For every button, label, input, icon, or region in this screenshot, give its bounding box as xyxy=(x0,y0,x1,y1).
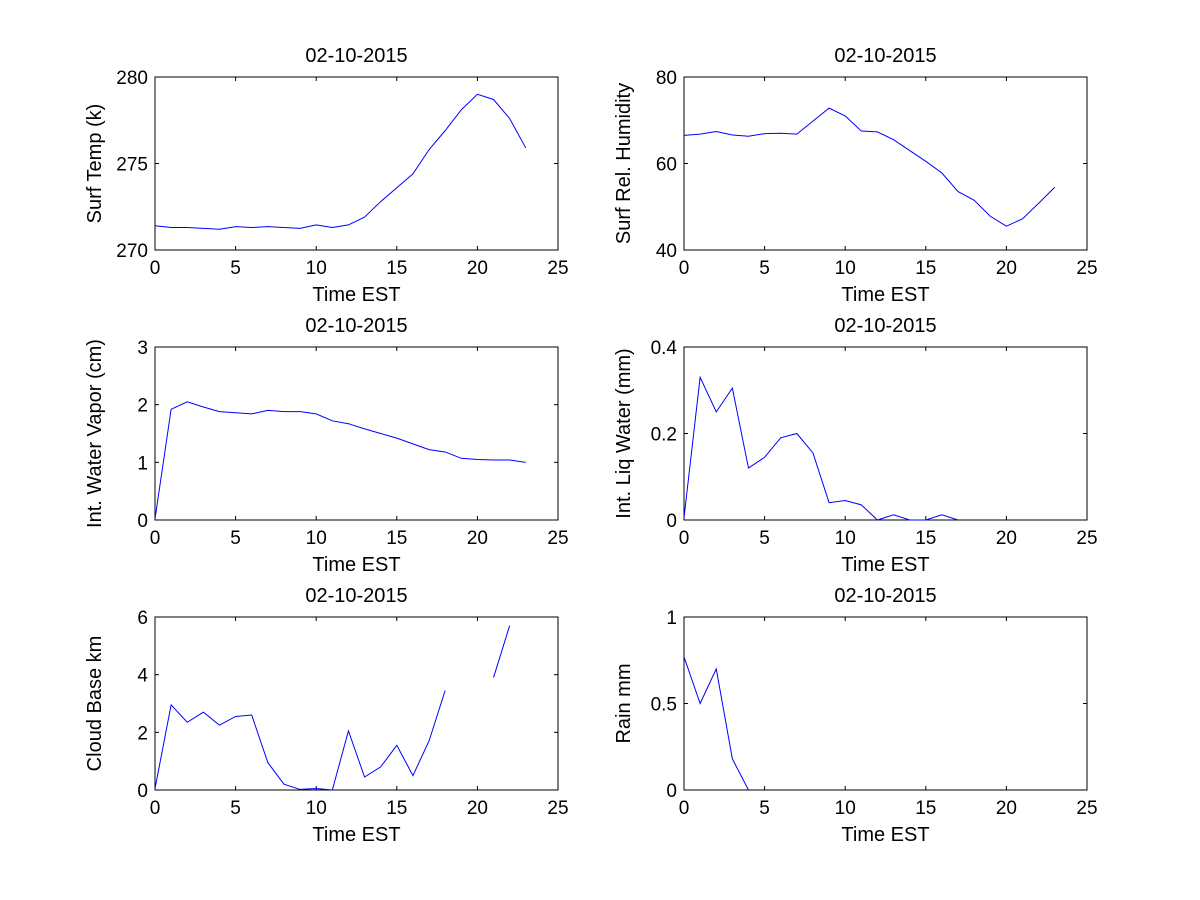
x-tick-label: 20 xyxy=(467,798,488,819)
x-tick-label: 25 xyxy=(1076,528,1097,549)
y-tick-label: 1 xyxy=(666,608,677,629)
chart-title: 02-10-2015 xyxy=(834,315,936,337)
x-tick-label: 15 xyxy=(915,798,936,819)
x-tick-label: 5 xyxy=(230,798,241,819)
x-tick-label: 15 xyxy=(386,258,407,279)
x-axis-label: Time EST xyxy=(312,284,400,306)
x-tick-label: 0 xyxy=(150,258,161,279)
axes-frame xyxy=(154,346,559,521)
chart-title: 02-10-2015 xyxy=(834,585,936,607)
axes-frame xyxy=(683,76,1088,251)
chart-title: 02-10-2015 xyxy=(305,315,407,337)
y-tick-label: 0 xyxy=(666,511,677,532)
x-tick-label: 15 xyxy=(915,528,936,549)
series-line xyxy=(154,690,446,791)
chart-title: 02-10-2015 xyxy=(834,45,936,67)
x-tick-label: 0 xyxy=(679,528,690,549)
x-tick-label: 10 xyxy=(835,258,856,279)
surf-humidity-chart: 0 5 10 15 20 25 40 60 80 02-10-2015 Time EST Surf R… xyxy=(613,45,1098,306)
y-tick-label: 270 xyxy=(116,241,148,262)
series-line xyxy=(683,375,959,521)
y-axis-label: Surf Rel. Humidity xyxy=(613,83,635,244)
y-tick-label: 3 xyxy=(137,338,148,359)
y-axis-label: Surf Temp (k) xyxy=(84,104,106,224)
y-axis-label: Int. Water Vapor (cm) xyxy=(84,339,106,528)
x-tick-label: 10 xyxy=(835,528,856,549)
y-tick-label: 40 xyxy=(656,241,677,262)
x-tick-label: 10 xyxy=(306,258,327,279)
axes-frame xyxy=(683,346,1088,521)
x-tick-label: 5 xyxy=(230,258,241,279)
x-tick-label: 0 xyxy=(150,528,161,549)
y-tick-label: 0 xyxy=(137,781,148,802)
x-axis-label: Time EST xyxy=(312,554,400,576)
y-tick-label: 60 xyxy=(656,155,677,176)
y-tick-label: 0.5 xyxy=(651,695,677,716)
x-tick-label: 5 xyxy=(759,258,770,279)
water-vapor-chart: 0 5 10 15 20 25 0 1 2 3 02-10-2015 Time EST Int. Wat… xyxy=(84,315,569,576)
axes-frame xyxy=(154,76,559,251)
chart-title: 02-10-2015 xyxy=(305,585,407,607)
chart-title: 02-10-2015 xyxy=(305,45,407,67)
x-tick-label: 15 xyxy=(386,528,407,549)
x-tick-label: 25 xyxy=(547,258,568,279)
y-tick-label: 0.4 xyxy=(651,338,678,359)
y-tick-label: 1 xyxy=(137,453,148,474)
series-line xyxy=(154,401,526,519)
x-tick-label: 20 xyxy=(467,258,488,279)
x-tick-label: 0 xyxy=(679,798,690,819)
x-axis-label: Time EST xyxy=(841,824,929,846)
y-axis-label: Int. Liq Water (mm) xyxy=(613,348,635,518)
liq-water-chart: 0 5 10 15 20 25 0 0.2 0.4 02-10-2015 Time EST Int. … xyxy=(613,315,1098,576)
x-tick-label: 25 xyxy=(1076,798,1097,819)
x-axis-label: Time EST xyxy=(312,824,400,846)
y-tick-label: 280 xyxy=(116,68,148,89)
x-tick-label: 25 xyxy=(1076,258,1097,279)
x-tick-label: 10 xyxy=(306,798,327,819)
x-tick-label: 20 xyxy=(996,798,1017,819)
x-tick-label: 5 xyxy=(759,798,770,819)
y-tick-label: 0.2 xyxy=(651,425,677,446)
x-axis-label: Time EST xyxy=(841,554,929,576)
x-tick-label: 15 xyxy=(915,258,936,279)
y-tick-label: 6 xyxy=(137,608,148,629)
x-tick-label: 25 xyxy=(547,798,568,819)
x-tick-label: 5 xyxy=(759,528,770,549)
y-axis-label: Cloud Base km xyxy=(84,636,106,772)
axes-frame xyxy=(683,616,1088,791)
x-tick-label: 10 xyxy=(306,528,327,549)
rain-chart: 0 5 10 15 20 25 0 0.5 1 02-10-2015 Time EST Rain mm xyxy=(613,585,1098,846)
axes-frame xyxy=(154,616,559,791)
y-tick-label: 275 xyxy=(116,155,148,176)
x-tick-label: 20 xyxy=(467,528,488,549)
x-tick-label: 5 xyxy=(230,528,241,549)
x-tick-label: 0 xyxy=(150,798,161,819)
series-line xyxy=(154,93,527,230)
x-tick-label: 15 xyxy=(386,798,407,819)
y-tick-label: 2 xyxy=(137,396,148,417)
y-tick-label: 2 xyxy=(137,723,148,744)
surf-temp-chart: 0 5 10 15 20 25 270 275 280 02-10-2015 Time EST Sur… xyxy=(84,45,569,306)
x-tick-label: 20 xyxy=(996,258,1017,279)
x-tick-label: 0 xyxy=(679,258,690,279)
y-tick-label: 4 xyxy=(137,666,148,687)
series-line xyxy=(683,656,749,791)
series-line xyxy=(683,107,1056,227)
x-tick-label: 10 xyxy=(835,798,856,819)
x-tick-label: 20 xyxy=(996,528,1017,549)
y-tick-label: 0 xyxy=(137,511,148,532)
y-tick-label: 80 xyxy=(656,68,677,89)
x-tick-label: 25 xyxy=(547,528,568,549)
y-axis-label: Rain mm xyxy=(613,663,635,743)
cloud-base-chart: 0 5 10 15 20 25 0 2 4 6 02-10-2015 Time EST Cloud Ba… xyxy=(84,585,569,846)
x-axis-label: Time EST xyxy=(841,284,929,306)
series-line xyxy=(493,625,511,678)
y-tick-label: 0 xyxy=(666,781,677,802)
